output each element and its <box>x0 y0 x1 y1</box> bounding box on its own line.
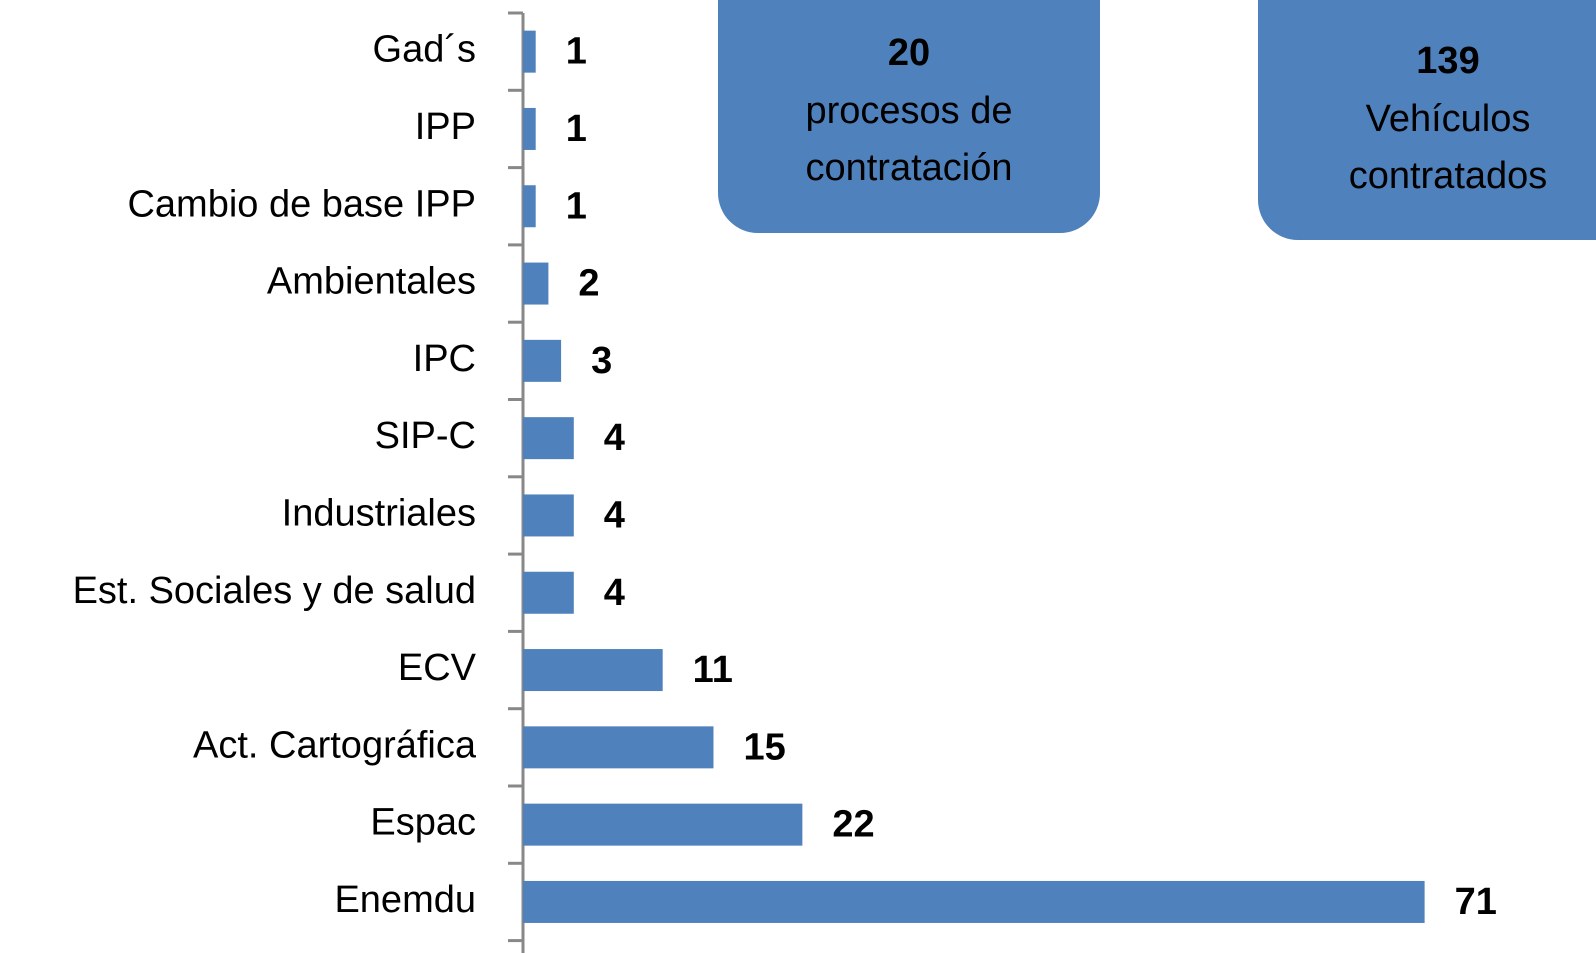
value-label: 1 <box>566 108 587 150</box>
callout-text: procesos de <box>805 90 1012 132</box>
value-label: 2 <box>578 263 599 305</box>
value-label: 4 <box>604 494 625 536</box>
callout-number: 139 <box>1416 40 1479 82</box>
value-label: 4 <box>604 572 625 614</box>
category-label: Enemdu <box>334 879 476 921</box>
bar <box>523 339 562 382</box>
category-label: IPP <box>415 106 476 148</box>
callout-box <box>1258 0 1596 240</box>
category-label: IPC <box>413 338 476 380</box>
bar <box>523 262 549 305</box>
value-label: 3 <box>591 340 612 382</box>
value-label: 1 <box>566 185 587 227</box>
category-label: SIP-C <box>375 415 476 457</box>
category-label: Cambio de base IPP <box>127 183 476 225</box>
callout-text: contratados <box>1349 155 1548 197</box>
category-label: ECV <box>398 647 477 689</box>
category-label: Espac <box>370 802 476 844</box>
category-label: Act. Cartográfica <box>193 724 477 766</box>
value-label: 4 <box>604 417 625 459</box>
bar <box>523 803 803 846</box>
bar <box>523 185 536 228</box>
value-label: 15 <box>743 726 785 768</box>
value-label: 1 <box>566 31 587 73</box>
callout-box <box>718 0 1100 233</box>
callout-text: Vehículos <box>1366 98 1531 140</box>
bar <box>523 571 574 614</box>
category-label: Est. Sociales y de salud <box>73 570 476 612</box>
bar <box>523 494 574 537</box>
value-label: 11 <box>693 649 733 691</box>
callout-number: 20 <box>888 32 930 74</box>
bar <box>523 30 536 73</box>
bar <box>523 880 1425 923</box>
category-label: Ambientales <box>267 261 476 303</box>
bar <box>523 649 663 692</box>
category-label: Industriales <box>282 492 476 534</box>
bar <box>523 107 536 150</box>
category-label: Gad´s <box>373 29 476 71</box>
callout-text: contratación <box>805 147 1012 189</box>
value-label: 22 <box>832 804 874 846</box>
bar <box>523 417 574 460</box>
bar <box>523 726 714 769</box>
value-label: 71 <box>1455 881 1497 923</box>
